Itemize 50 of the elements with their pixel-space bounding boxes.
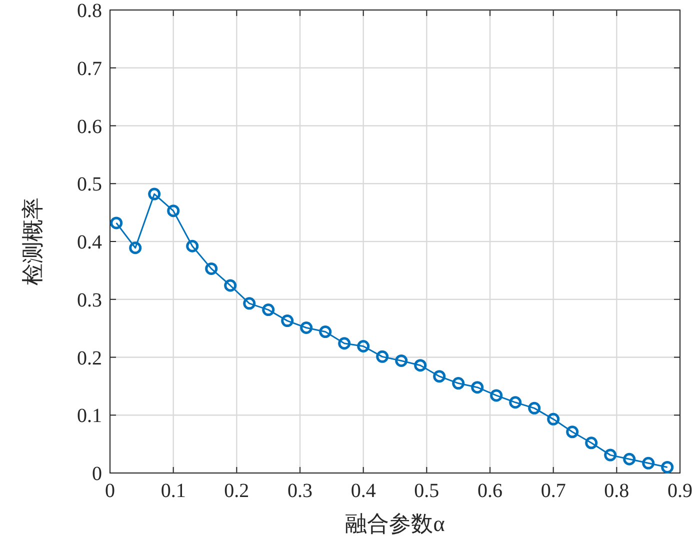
y-tick-label: 0.6	[77, 116, 102, 138]
point	[547, 412, 560, 426]
point	[167, 204, 180, 218]
point	[205, 262, 218, 275]
x-tick-label: 0.8	[604, 480, 630, 502]
x-tick-label: 0.5	[414, 480, 440, 502]
y-tick-label: 0.3	[77, 289, 102, 312]
y-tick-label: 0.5	[77, 174, 102, 196]
point	[528, 402, 541, 414]
point	[281, 314, 294, 328]
point	[148, 188, 161, 200]
point	[604, 448, 617, 462]
point	[414, 359, 427, 372]
y-axis-title: 检测概率	[20, 198, 45, 286]
y-tick-label: 0.1	[77, 405, 102, 428]
point	[300, 321, 313, 334]
x-tick-label: 0.7	[540, 480, 566, 502]
point	[262, 304, 275, 316]
point	[509, 396, 522, 409]
point	[376, 350, 389, 363]
point	[110, 216, 123, 230]
point	[338, 337, 351, 350]
x-tick-label: 0.4	[350, 480, 376, 502]
x-tick-label: 0.1	[160, 480, 186, 502]
point	[490, 389, 503, 402]
point	[661, 460, 674, 474]
y-tick-label: 0.4	[77, 232, 102, 254]
x-tick-label: 0.2	[224, 480, 250, 502]
point	[243, 297, 256, 310]
x-tick-label: 0.6	[478, 480, 502, 502]
point	[433, 370, 446, 383]
point	[319, 326, 332, 338]
point	[395, 354, 408, 367]
y-tick-label: 0.8	[77, 0, 102, 22]
point	[585, 436, 598, 450]
point	[357, 340, 370, 353]
y-tick-label: 0.2	[77, 347, 102, 370]
point	[129, 242, 142, 254]
point	[224, 279, 237, 292]
x-axis-title: 融合参数α	[345, 511, 446, 536]
point	[452, 377, 465, 390]
point	[186, 240, 199, 252]
point	[566, 426, 579, 438]
x-tick-label: 0.9	[668, 480, 692, 502]
y-tick-label: 0	[92, 463, 102, 485]
point	[642, 456, 655, 470]
point	[623, 452, 636, 466]
point	[471, 381, 484, 394]
y-tick-label: 0.7	[77, 58, 102, 80]
x-tick-label: 0.3	[288, 480, 312, 502]
